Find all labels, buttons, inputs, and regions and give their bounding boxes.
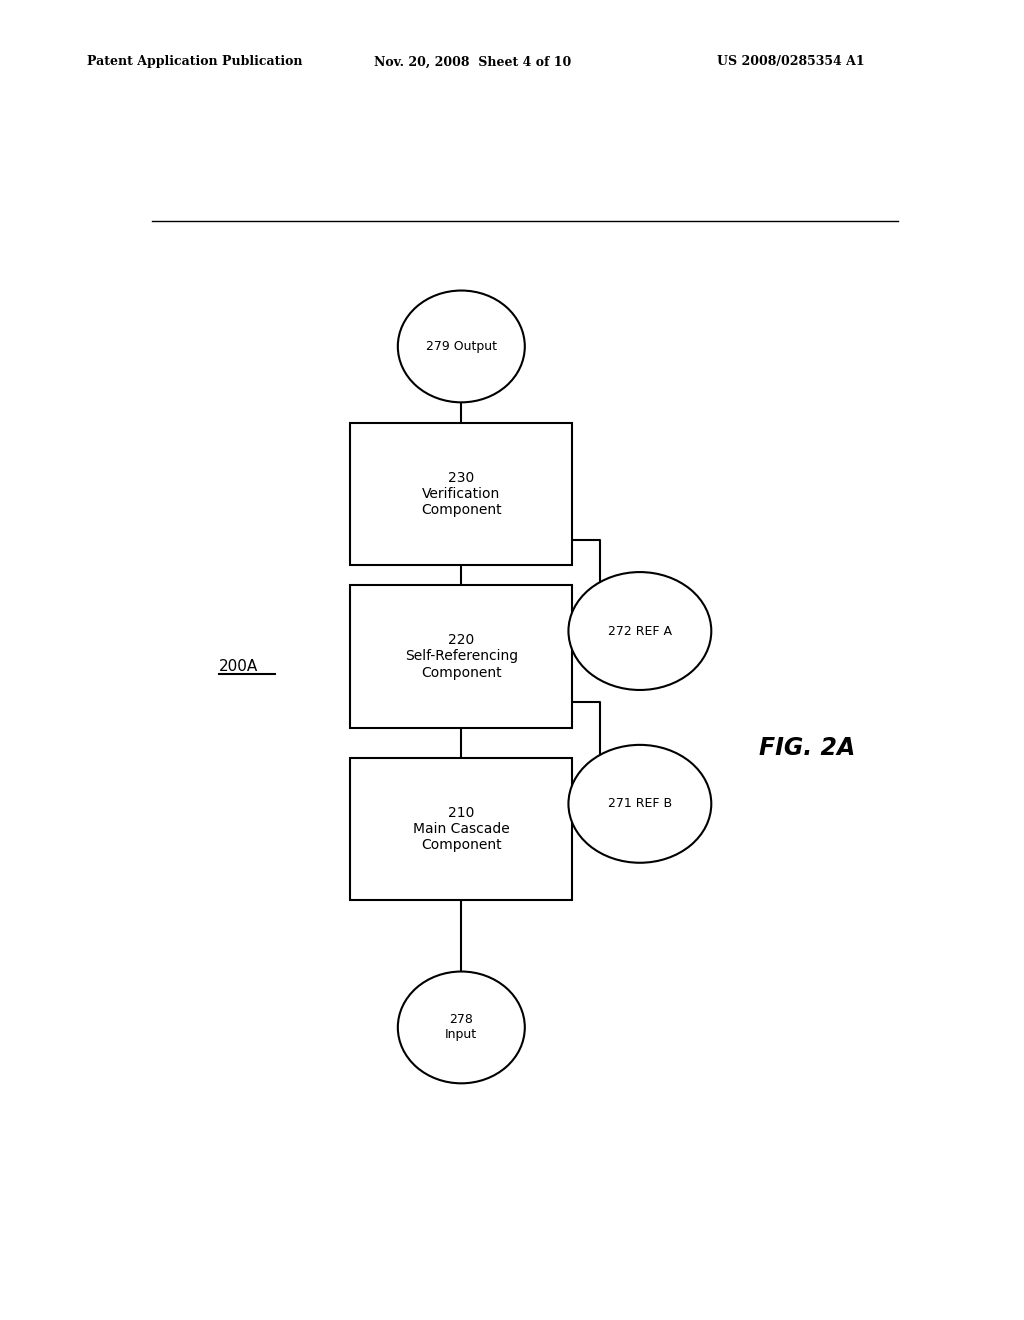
Ellipse shape (397, 290, 525, 403)
Text: 200A: 200A (219, 659, 258, 675)
Text: 279 Output: 279 Output (426, 341, 497, 352)
Text: Nov. 20, 2008  Sheet 4 of 10: Nov. 20, 2008 Sheet 4 of 10 (374, 55, 571, 69)
Text: FIG. 2A: FIG. 2A (759, 737, 855, 760)
Text: 220
Self-Referencing
Component: 220 Self-Referencing Component (404, 634, 518, 680)
FancyBboxPatch shape (350, 758, 572, 900)
Ellipse shape (568, 744, 712, 863)
Ellipse shape (397, 972, 525, 1084)
FancyBboxPatch shape (350, 585, 572, 727)
Text: 230
Verification
Component: 230 Verification Component (421, 471, 502, 517)
Text: US 2008/0285354 A1: US 2008/0285354 A1 (717, 55, 864, 69)
Text: 272 REF A: 272 REF A (608, 624, 672, 638)
Text: 210
Main Cascade
Component: 210 Main Cascade Component (413, 807, 510, 853)
FancyBboxPatch shape (350, 422, 572, 565)
Ellipse shape (568, 572, 712, 690)
Text: Patent Application Publication: Patent Application Publication (87, 55, 302, 69)
Text: 271 REF B: 271 REF B (608, 797, 672, 810)
Text: 278
Input: 278 Input (445, 1014, 477, 1041)
